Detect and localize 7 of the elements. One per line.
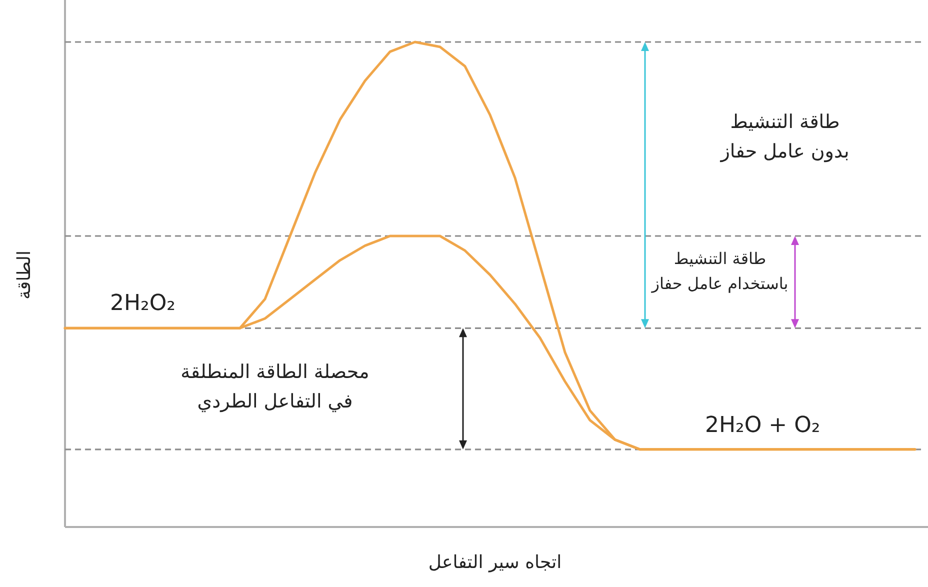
annotation: طاقة التنشيط باستخدام عامل حفاز bbox=[652, 249, 788, 293]
annotation: 2H₂O + O₂ bbox=[705, 413, 820, 438]
ylabel: الطاقة bbox=[14, 250, 35, 300]
xlabel: اتجاه سير التفاعل bbox=[428, 552, 562, 573]
annotation: محصلة الطاقة المنطلقة في التفاعل الطردي bbox=[180, 361, 370, 412]
annotation: طاقة التنشيط بدون عامل حفاز bbox=[720, 111, 850, 162]
annotation: 2H₂O₂ bbox=[110, 291, 176, 316]
